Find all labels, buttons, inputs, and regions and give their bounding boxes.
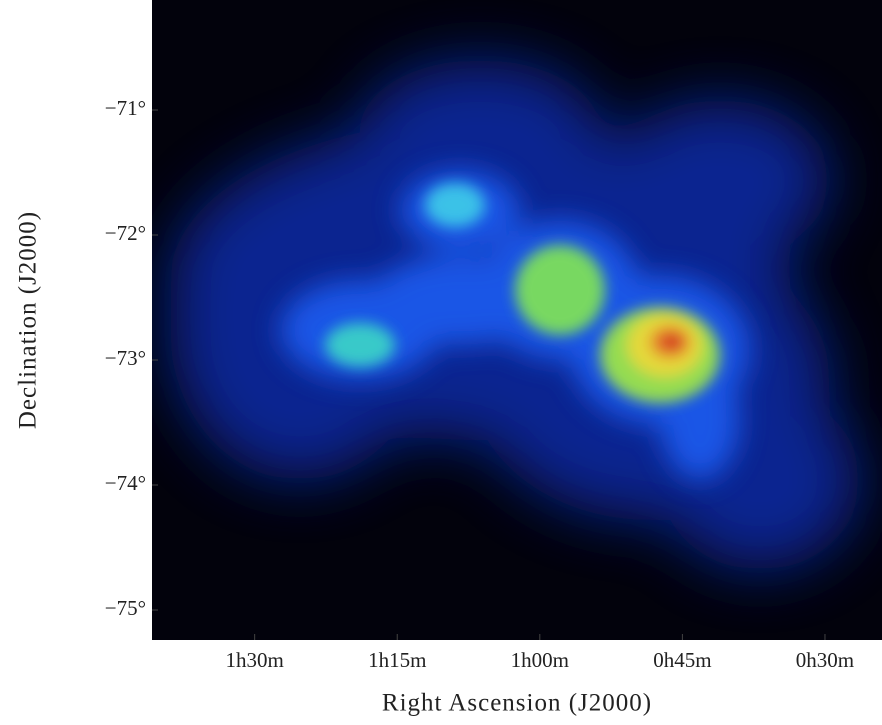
chart: Right Ascension (J2000) Declination (J20… <box>0 0 882 725</box>
y-tick-label: −73° <box>105 346 146 370</box>
x-tick-label: 1h15m <box>368 648 426 672</box>
x-tick-label: 0h45m <box>653 648 711 672</box>
x-axis-title: Right Ascension (J2000) <box>382 690 652 717</box>
x-tick-label: 1h30m <box>225 648 283 672</box>
x-tick-label: 1h00m <box>511 648 569 672</box>
y-tick-label: −74° <box>105 471 146 495</box>
x-tick-label: 0h30m <box>796 648 854 672</box>
y-tick-label: −72° <box>105 221 146 245</box>
y-tick-label: −71° <box>105 96 146 120</box>
y-axis-title: Declination (J2000) <box>15 211 42 429</box>
y-tick-label: −75° <box>105 596 146 620</box>
emission-map <box>152 0 882 640</box>
page: {"chart_data": {"type": "image", "x_labe… <box>0 0 882 725</box>
